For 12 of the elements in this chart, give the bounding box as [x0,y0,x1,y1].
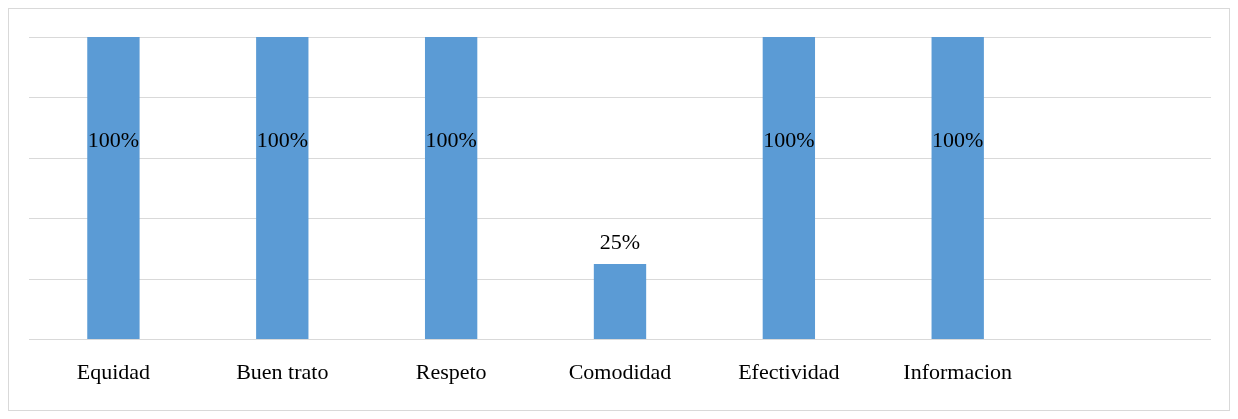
data-label: 100% [932,126,984,152]
x-tick-label: Efectividad [738,358,840,384]
x-tick-label: Comodidad [568,358,672,384]
x-tick-label: Informacion [903,358,1013,384]
x-tick-label: Equidad [76,358,151,384]
data-label: 100% [256,126,308,152]
x-tick-label: Respeto [415,358,487,384]
data-label: 100% [763,126,815,152]
x-tick-label: Buen trato [236,358,329,384]
data-label: 25% [599,228,641,254]
data-label: 100% [425,126,477,152]
data-label: 100% [87,126,140,152]
